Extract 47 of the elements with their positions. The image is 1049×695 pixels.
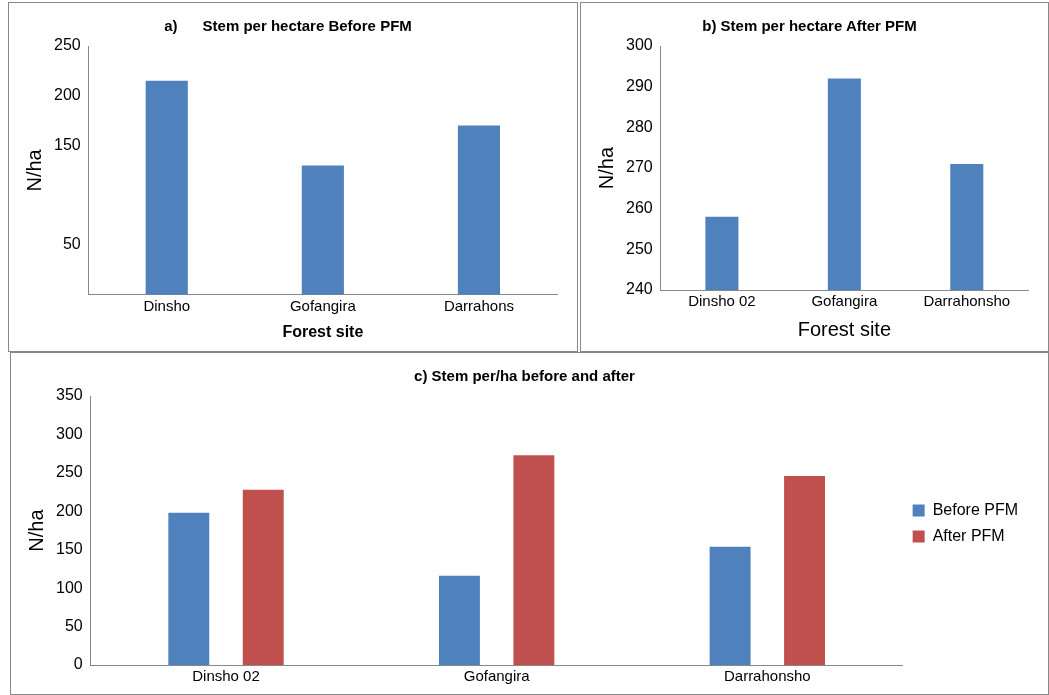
y-tick-label: 260 [625,199,653,217]
bar [513,455,555,665]
y-tick-label: 270 [625,158,653,176]
x-tick-label: Darrahons [443,296,514,314]
y-tick-label: 290 [625,77,653,95]
x-tick-label: Gofangira [289,296,357,314]
y-axis-title: N/ha [24,508,47,552]
y-tick-label: 300 [625,36,653,54]
y-tick-label: 100 [55,578,83,596]
x-tick-label: Darrahonsho [923,292,1011,310]
y-tick-label: 150 [55,540,83,558]
y-tick-label: 200 [53,86,81,104]
legend-label: After PFM [932,526,1005,544]
x-tick-label: Dinsho 02 [192,667,260,685]
y-axis-title: N/ha [22,148,45,192]
legend-label: Before PFM [932,500,1018,518]
y-tick-label: 0 [73,655,83,673]
y-tick-label: 50 [62,235,81,253]
y-axis-title: N/ha [594,146,617,190]
y-tick-label: 280 [625,117,653,135]
bar [145,80,188,295]
y-tick-label: 250 [625,239,653,257]
bar [168,512,210,665]
x-axis-title: Forest site [797,317,892,340]
x-tick-label: Darrahonsho [723,667,811,685]
chart-title: b) Stem per hectare After PFM [702,17,917,35]
bar [784,475,825,665]
x-tick-label: Gofangira [463,667,531,685]
x-tick-label: Dinsho 02 [688,292,756,310]
x-tick-label: Gofangira [811,292,878,310]
x-tick-label: Dinsho [143,296,191,314]
chart-title: c) Stem per/ha before and after [414,367,636,385]
y-tick-label: 240 [625,280,653,298]
y-tick-label: 250 [55,463,83,481]
y-tick-label: 250 [53,36,81,54]
y-tick-label: 200 [55,501,83,519]
bar [301,165,344,295]
y-tick-label: 350 [55,386,83,404]
y-tick-label: 50 [64,616,83,634]
bar [457,125,501,295]
y-tick-label: 150 [53,135,81,153]
bar [438,575,480,665]
y-tick-label: 300 [55,424,83,442]
bar [242,489,284,665]
x-axis-title: Forest site [282,322,364,340]
bar [709,546,751,665]
chart-title: a) Stem per hectare Before PFM [164,17,412,35]
